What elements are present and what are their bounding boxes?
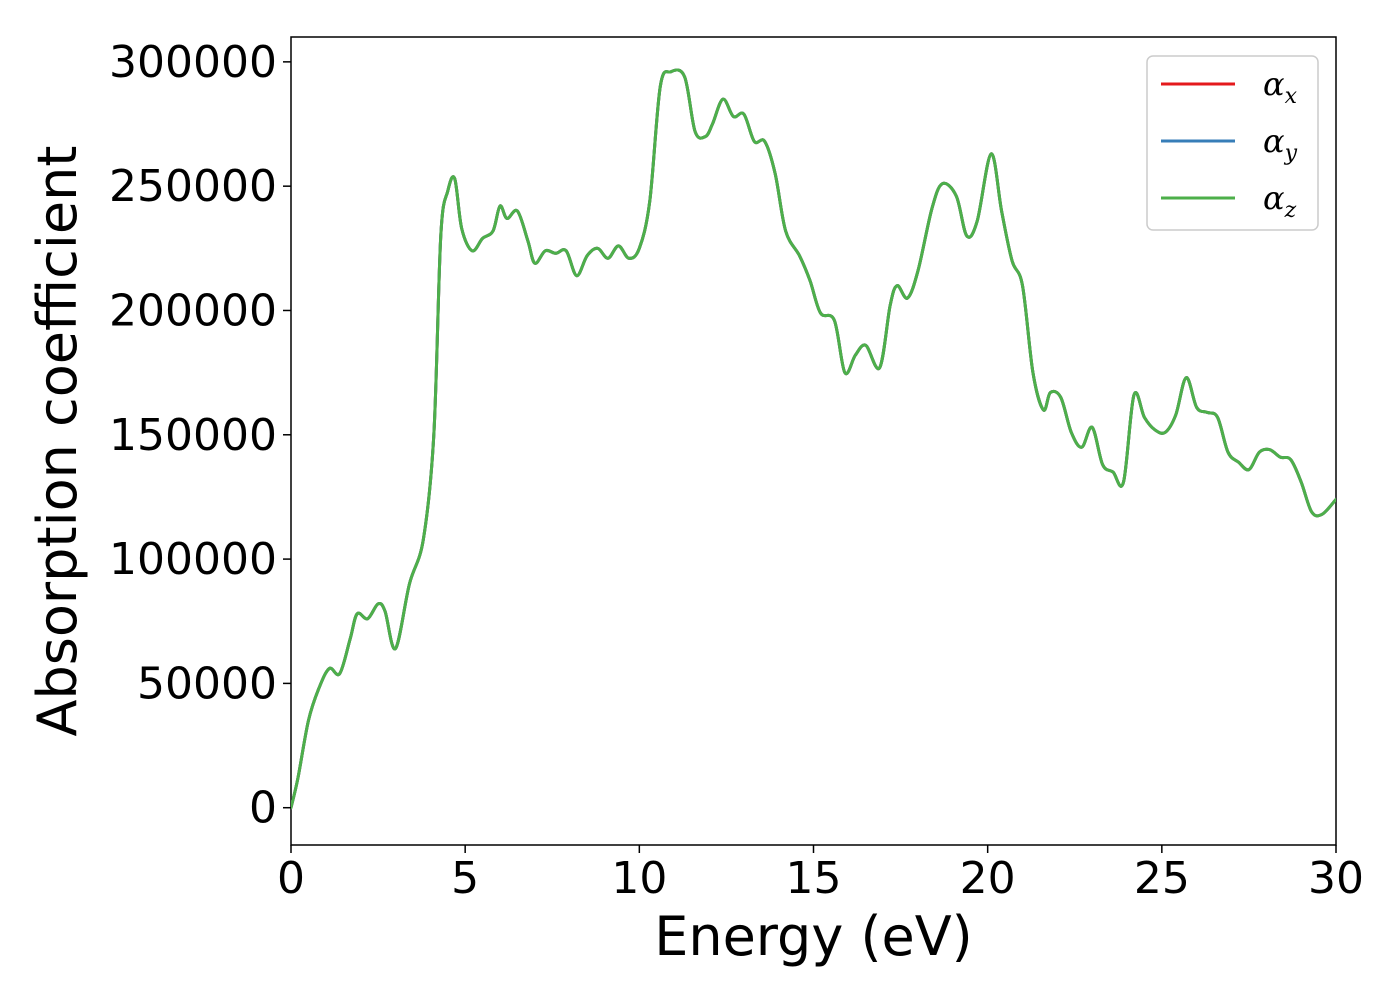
x-tick-label: 30 — [1308, 853, 1364, 904]
y-tick-label: 250000 — [109, 161, 277, 212]
series-layer — [291, 68, 1336, 810]
y-tick-label: 100000 — [109, 534, 277, 585]
y-tick-label: 150000 — [109, 410, 277, 461]
x-tick-label: 5 — [451, 853, 479, 904]
y-tick-label: 300000 — [109, 37, 277, 88]
x-tick-label: 20 — [960, 853, 1016, 904]
x-tick-label: 10 — [611, 853, 667, 904]
y-axis-label: Absorption coefficient — [26, 146, 89, 737]
y-tick-label: 0 — [249, 783, 277, 834]
y-tick-label: 50000 — [137, 658, 277, 709]
x-axis-label: Energy (eV) — [654, 905, 973, 968]
x-axis-ticks: 0 5 10 15 20 25 30 — [277, 845, 1364, 904]
y-axis-ticks: 0 50000 100000 150000 200000 250000 300000 — [109, 37, 291, 834]
x-tick-label: 25 — [1134, 853, 1190, 904]
x-tick-label: 0 — [277, 853, 305, 904]
series-line-z — [291, 68, 1336, 810]
x-tick-label: 15 — [786, 853, 842, 904]
legend-box — [1146, 55, 1319, 231]
y-tick-label: 200000 — [109, 285, 277, 336]
